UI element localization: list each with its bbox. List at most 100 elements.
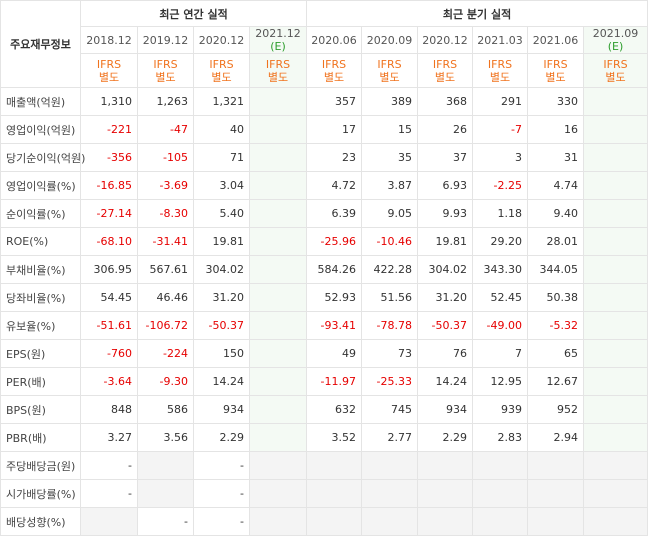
- value-cell: 76: [417, 339, 474, 368]
- value-cell: 586: [137, 395, 194, 424]
- period-header: 2020.12: [193, 26, 250, 54]
- value-cell: [80, 507, 138, 536]
- value-cell: 3.04: [193, 171, 250, 200]
- value-cell: [583, 143, 648, 172]
- value-cell: [417, 507, 474, 536]
- value-cell: [248, 283, 308, 312]
- value-cell: 26: [417, 115, 474, 144]
- quarterly-header: 최근 분기 실적: [306, 0, 648, 27]
- row-label: 당좌비율(%): [0, 283, 81, 312]
- value-cell: 934: [417, 395, 474, 424]
- ifrs-badge: IFRS 별도: [248, 53, 308, 88]
- value-cell: -10.46: [361, 227, 419, 256]
- value-cell: [361, 479, 419, 508]
- value-cell: [527, 507, 585, 536]
- value-cell: 52.93: [306, 283, 363, 312]
- value-cell: -31.41: [137, 227, 194, 256]
- value-cell: [306, 479, 363, 508]
- value-cell: [248, 423, 308, 452]
- value-cell: [248, 143, 308, 172]
- row-label: 배당성향(%): [0, 507, 81, 536]
- value-cell: -11.97: [306, 367, 363, 396]
- value-cell: 65: [527, 339, 585, 368]
- value-cell: [583, 367, 648, 396]
- value-cell: -50.37: [193, 311, 250, 340]
- value-cell: -25.96: [306, 227, 363, 256]
- value-cell: 19.81: [193, 227, 250, 256]
- table-row: 시가배당률(%) - -: [0, 479, 648, 508]
- value-cell: [527, 451, 585, 480]
- value-cell: -: [80, 479, 138, 508]
- value-cell: [583, 171, 648, 200]
- row-label: BPS(원): [0, 395, 81, 424]
- value-cell: 40: [193, 115, 250, 144]
- period-header: 2019.12: [137, 26, 194, 54]
- value-cell: 4.72: [306, 171, 363, 200]
- row-label: 순이익률(%): [0, 199, 81, 228]
- value-cell: 29.20: [472, 227, 529, 256]
- value-cell: [248, 311, 308, 340]
- value-cell: 28.01: [527, 227, 585, 256]
- value-cell: 49: [306, 339, 363, 368]
- value-cell: [248, 171, 308, 200]
- value-cell: 15: [361, 115, 419, 144]
- value-cell: -105: [137, 143, 194, 172]
- value-cell: [583, 479, 648, 508]
- value-cell: 73: [361, 339, 419, 368]
- value-cell: 357: [306, 87, 363, 116]
- value-cell: 35: [361, 143, 419, 172]
- value-cell: [583, 255, 648, 284]
- value-cell: 3.56: [137, 423, 194, 452]
- value-cell: [248, 367, 308, 396]
- table-row: 매출액(억원) 1,310 1,263 1,321 357 389 368 291 330: [0, 87, 648, 116]
- value-cell: 17: [306, 115, 363, 144]
- ifrs-badge: IFRS 별도: [527, 53, 585, 88]
- value-cell: [583, 115, 648, 144]
- value-cell: [137, 479, 194, 508]
- value-cell: 2.29: [417, 423, 474, 452]
- value-cell: [417, 451, 474, 480]
- value-cell: 934: [193, 395, 250, 424]
- value-cell: -106.72: [137, 311, 194, 340]
- table-row: 영업이익(억원) -221 -47 40 17 15 26 -7 16: [0, 115, 648, 144]
- value-cell: -49.00: [472, 311, 529, 340]
- value-cell: 3.52: [306, 423, 363, 452]
- value-cell: [361, 507, 419, 536]
- value-cell: -27.14: [80, 199, 138, 228]
- value-cell: [248, 451, 308, 480]
- value-cell: [306, 451, 363, 480]
- table-row: 당기순이익(억원) -356 -105 71 23 35 37 3 31: [0, 143, 648, 172]
- annual-header: 최근 연간 실적: [79, 0, 308, 27]
- value-cell: 31: [527, 143, 585, 172]
- value-cell: -5.32: [527, 311, 585, 340]
- table-row: BPS(원) 848 586 934 632 745 934 939 952: [0, 395, 648, 424]
- value-cell: 2.94: [527, 423, 585, 452]
- value-cell: 1,263: [137, 87, 194, 116]
- value-cell: 9.40: [527, 199, 585, 228]
- table-row: ROE(%) -68.10 -31.41 19.81 -25.96 -10.46 19.81…: [0, 227, 648, 256]
- value-cell: 6.93: [417, 171, 474, 200]
- value-cell: -: [193, 507, 250, 536]
- row-label: 유보율(%): [0, 311, 81, 340]
- value-cell: -3.69: [137, 171, 194, 200]
- value-cell: -2.25: [472, 171, 529, 200]
- value-cell: [583, 423, 648, 452]
- value-cell: 3.87: [361, 171, 419, 200]
- value-cell: 422.28: [361, 255, 419, 284]
- value-cell: [472, 451, 529, 480]
- estimate-mark: (E): [607, 40, 624, 53]
- value-cell: 9.93: [417, 199, 474, 228]
- value-cell: [417, 479, 474, 508]
- value-cell: -9.30: [137, 367, 194, 396]
- value-cell: 12.95: [472, 367, 529, 396]
- value-cell: -7: [472, 115, 529, 144]
- value-cell: 9.05: [361, 199, 419, 228]
- value-cell: 368: [417, 87, 474, 116]
- table-row: 유보율(%) -51.61 -106.72 -50.37 -93.41 -78.78 -50…: [0, 311, 648, 340]
- value-cell: 54.45: [80, 283, 138, 312]
- value-cell: 52.45: [472, 283, 529, 312]
- value-cell: 1.18: [472, 199, 529, 228]
- row-label: 시가배당률(%): [0, 479, 81, 508]
- table-row: 당좌비율(%) 54.45 46.46 31.20 52.93 51.56 31.20 52.…: [0, 283, 648, 312]
- value-cell: 16: [527, 115, 585, 144]
